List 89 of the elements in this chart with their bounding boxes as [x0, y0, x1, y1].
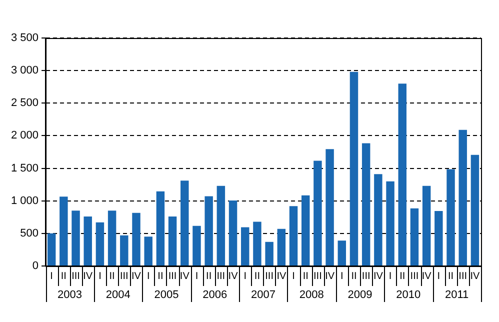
bar — [338, 240, 346, 266]
bar — [241, 227, 250, 266]
x-tick-label: I — [437, 270, 440, 282]
bar — [362, 143, 370, 266]
bar — [458, 130, 467, 266]
bar — [84, 216, 92, 266]
y-tick-label: 2 000 — [10, 130, 39, 142]
x-tick-label: III — [314, 270, 322, 282]
y-tick-label: 500 — [20, 227, 39, 240]
bar — [277, 228, 286, 266]
x-tick-label: I — [340, 270, 344, 282]
x-tick-label: I — [98, 270, 102, 282]
x-tick-label: IV — [180, 270, 190, 282]
text: 2010 — [396, 289, 421, 302]
x-tick-label: I — [195, 270, 198, 282]
x-tick-label: IV — [422, 270, 432, 282]
bar — [326, 149, 334, 266]
x-tick-label: II — [206, 270, 212, 282]
x-tick-label: III — [458, 270, 468, 282]
x-tick-label: I — [292, 270, 295, 282]
bar — [265, 242, 274, 266]
bar — [422, 186, 431, 266]
x-tick-label: I — [244, 270, 247, 282]
x-tick-label: IV — [228, 270, 238, 282]
y-tick-label: 2 500 — [10, 97, 39, 110]
x-tick-label: III — [410, 270, 419, 282]
bar — [47, 233, 56, 266]
x-tick-label: IV — [470, 270, 480, 282]
text: 2011 — [444, 289, 469, 302]
x-tick-label: IV — [325, 270, 335, 282]
x-tick-label: III — [168, 270, 177, 282]
x-tick-label: IV — [276, 270, 286, 282]
bar — [350, 72, 358, 266]
x-tick-label: II — [302, 270, 308, 282]
bar — [120, 235, 128, 266]
x-tick-label: II — [448, 270, 454, 282]
x-tick-label: I — [388, 270, 392, 282]
text: 2003 — [57, 289, 82, 302]
x-tick-label: III — [265, 270, 274, 282]
y-tick-label: 1 000 — [10, 194, 39, 207]
x-tick-label: III — [72, 270, 80, 282]
bar — [470, 154, 480, 266]
bar — [180, 180, 189, 266]
y-tick-label: 3 500 — [10, 32, 39, 44]
bar — [204, 196, 213, 266]
y-tick-label: 3 000 — [10, 64, 39, 77]
bar — [398, 84, 406, 266]
bar — [108, 210, 116, 266]
x-tick-label: II — [400, 270, 406, 282]
y-tick-label: 0 — [32, 260, 39, 272]
text: 2009 — [348, 289, 372, 302]
x-tick-label: III — [120, 270, 128, 282]
x-tick-label: III — [362, 270, 370, 282]
bar — [446, 169, 455, 266]
bar — [410, 208, 419, 266]
x-tick-label: II — [351, 270, 357, 282]
bar — [374, 174, 382, 266]
bar — [314, 160, 322, 266]
bar — [156, 191, 165, 266]
bar — [386, 181, 394, 266]
text: 2006 — [202, 289, 228, 302]
text: 2004 — [106, 289, 130, 302]
x-tick-label: II — [158, 270, 164, 282]
bar — [144, 236, 152, 266]
text: 2005 — [154, 289, 179, 302]
x-tick-label: I — [50, 270, 53, 282]
bar — [192, 226, 201, 266]
bar — [96, 222, 104, 266]
text: 2008 — [299, 289, 324, 302]
bar — [301, 195, 310, 266]
bar — [168, 216, 177, 266]
x-tick-label: III — [216, 270, 226, 282]
x-tick-label: II — [60, 270, 66, 282]
bar — [132, 212, 140, 266]
bar — [253, 222, 262, 266]
text: 2007 — [251, 289, 276, 302]
bar — [216, 186, 226, 266]
bar — [72, 210, 80, 266]
bar — [434, 210, 443, 266]
x-tick-label: II — [109, 270, 115, 282]
x-tick-label: IV — [132, 270, 142, 282]
x-tick-label: I — [146, 270, 150, 282]
bar — [228, 200, 238, 266]
y-tick-label: 1 500 — [10, 162, 39, 174]
bar — [289, 206, 298, 266]
bar — [60, 196, 68, 266]
x-tick-label: II — [254, 270, 260, 282]
x-tick-label: IV — [83, 270, 93, 282]
x-tick-label: IV — [373, 270, 384, 282]
